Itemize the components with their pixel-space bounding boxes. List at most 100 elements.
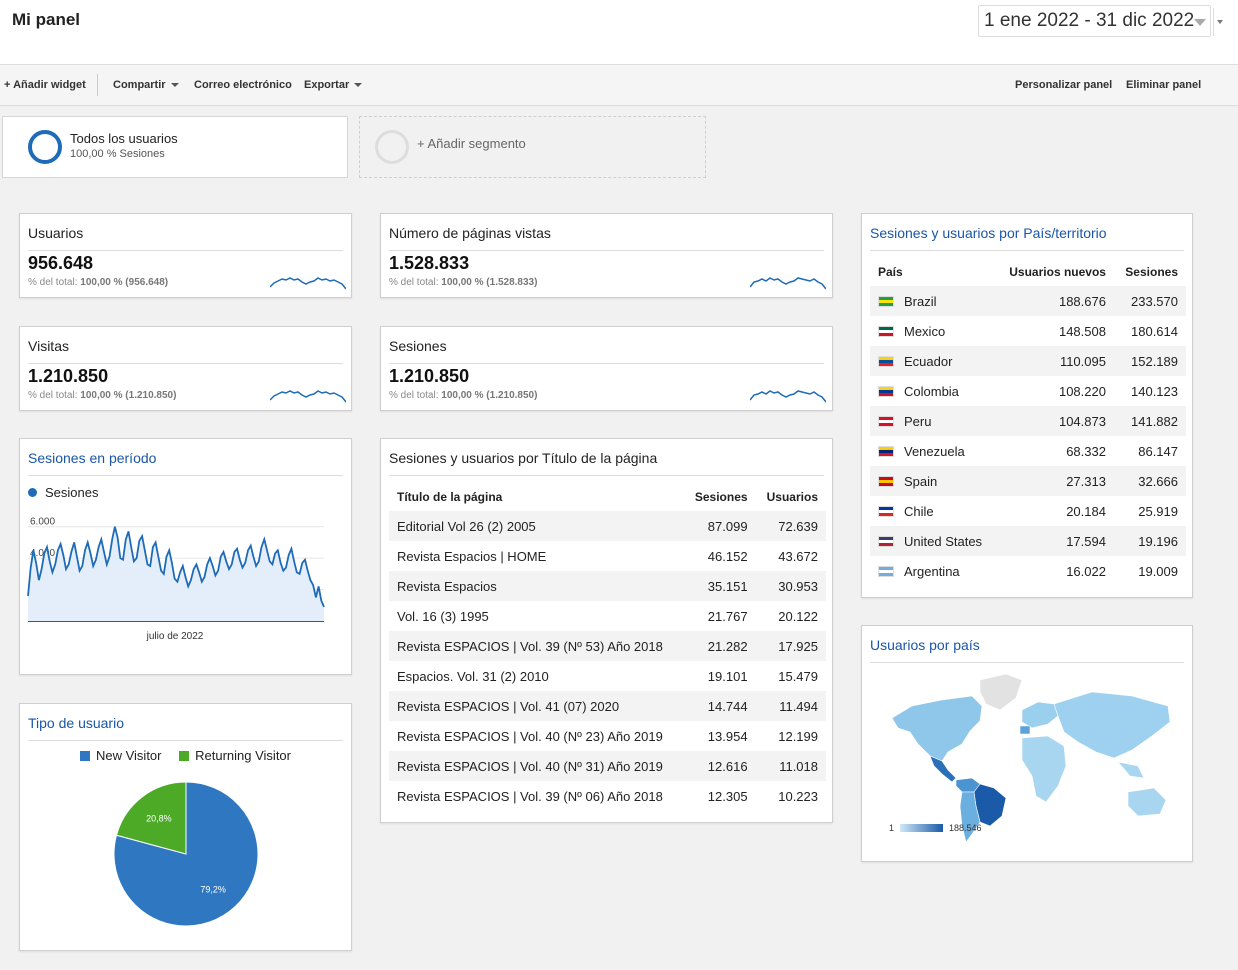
table-row[interactable]: Espacios. Vol. 31 (2) 2010 19.101 15.479 [389, 661, 826, 691]
metric-share-prefix: % del total: [389, 277, 442, 288]
widget-title[interactable]: Sesiones en período [28, 450, 157, 466]
page-title-cell[interactable]: Revista ESPACIOS | Vol. 39 (Nº 06) Año 2… [397, 788, 663, 804]
metric-card-sessions[interactable]: Sesiones 1.210.850 % del total: 100,00 %… [380, 326, 833, 411]
table-row[interactable]: Editorial Vol 26 (2) 2005 87.099 72.639 [389, 511, 826, 541]
page-title-cell[interactable]: Revista ESPACIOS | Vol. 40 (Nº 23) Año 2… [397, 728, 663, 744]
metric-label: Usuarios [28, 225, 84, 241]
metric-card-users[interactable]: Usuarios 956.648 % del total: 100,00 % (… [19, 213, 352, 298]
country-flag-icon [878, 535, 894, 547]
metric-share-value: 100,00 % (1.528.833) [441, 277, 538, 288]
divider [389, 363, 824, 364]
new-users-cell: 108.220 [1058, 383, 1106, 399]
sessions-cell: 86.147 [1138, 443, 1178, 459]
page-title-cell[interactable]: Revista Espacios | HOME [397, 548, 547, 564]
sessions-cell: 21.282 [683, 631, 756, 661]
country-cell[interactable]: Argentina [870, 556, 996, 586]
page-title-cell[interactable]: Revista ESPACIOS | Vol. 39 (Nº 53) Año 2… [389, 631, 684, 661]
country-name: Colombia [904, 383, 959, 399]
users-cell: 10.223 [778, 788, 818, 804]
table-row[interactable]: Revista ESPACIOS | Vol. 40 (Nº 31) Año 2… [389, 751, 826, 781]
user-type-pie-chart[interactable]: 79,2% 20,8% [20, 770, 351, 950]
page-title-cell[interactable]: Revista ESPACIOS | Vol. 41 (07) 2020 [389, 691, 684, 721]
new-users-cell: 27.313 [995, 466, 1114, 496]
map-region-north-america [891, 695, 983, 762]
sessions-cell: 12.305 [707, 788, 748, 804]
table-row[interactable]: Vol. 16 (3) 1995 21.767 20.122 [389, 601, 826, 631]
widget-title[interactable]: Usuarios por país [870, 637, 980, 653]
country-cell[interactable]: Brazil [870, 286, 996, 316]
delete-dashboard-button[interactable]: Eliminar panel [1126, 79, 1202, 91]
world-map[interactable] [882, 666, 1182, 846]
sessions-cell: 87.099 [683, 511, 756, 541]
legend-label-returning: Returning Visitor [195, 748, 291, 763]
table-row[interactable]: Peru 104.873 141.882 [870, 406, 1186, 436]
metric-share-value: 100,00 % (1.210.850) [441, 390, 538, 401]
sessions-cell: 19.101 [707, 668, 748, 684]
table-row[interactable]: Revista ESPACIOS | Vol. 39 (Nº 53) Año 2… [389, 631, 826, 661]
page-title-cell[interactable]: Revista ESPACIOS | Vol. 40 (Nº 31) Año 2… [389, 751, 684, 781]
country-name: Ecuador [904, 353, 953, 369]
export-menu-button[interactable]: Exportar [304, 79, 362, 91]
country-cell[interactable]: Colombia [870, 376, 996, 406]
metric-share-prefix: % del total: [28, 390, 81, 401]
table-row[interactable]: Argentina 16.022 19.009 [870, 556, 1186, 586]
metric-share: % del total: 100,00 % (1.210.850) [28, 390, 176, 401]
new-users-cell: 68.332 [1066, 443, 1106, 459]
country-cell[interactable]: Spain [870, 466, 996, 496]
page-title-cell[interactable]: Editorial Vol 26 (2) 2005 [389, 511, 684, 541]
widget-title[interactable]: Sesiones y usuarios por Título de la pág… [389, 450, 658, 466]
customize-dashboard-button[interactable]: Personalizar panel [1015, 79, 1113, 91]
metric-share-value: 100,00 % (956.648) [80, 277, 169, 288]
table-row[interactable]: Mexico 148.508 180.614 [870, 316, 1186, 346]
table-row[interactable]: Revista ESPACIOS | Vol. 39 (Nº 06) Año 2… [389, 781, 826, 811]
country-cell[interactable]: Peru [870, 406, 996, 436]
country-flag-icon [878, 385, 894, 397]
map-region-mexico [929, 755, 957, 783]
metric-share: % del total: 100,00 % (1.210.850) [389, 390, 537, 401]
column-header-new-users: Usuarios nuevos [1009, 265, 1106, 279]
table-row[interactable]: Brazil 188.676 233.570 [870, 286, 1186, 316]
metric-value: 1.210.850 [389, 366, 470, 386]
segment-all-users[interactable]: Todos los usuarios 100,00 % Sesiones [2, 116, 348, 178]
share-menu-button[interactable]: Compartir [113, 79, 179, 91]
country-cell[interactable]: Ecuador [870, 346, 996, 376]
country-name: Brazil [904, 293, 937, 309]
country-cell[interactable]: Venezuela [870, 436, 996, 466]
users-cell: 43.672 [778, 548, 818, 564]
date-range-picker[interactable]: 1 ene 2022 - 31 dic 2022 [978, 5, 1211, 37]
country-cell[interactable]: United States [870, 526, 996, 556]
date-range-toggle[interactable] [1213, 8, 1227, 36]
widget-title[interactable]: Tipo de usuario [28, 715, 124, 731]
sessions-period-widget: Sesiones en período Sesiones 2.0004.0006… [19, 438, 352, 675]
table-row[interactable]: Revista ESPACIOS | Vol. 41 (07) 2020 14.7… [389, 691, 826, 721]
table-row[interactable]: Spain 27.313 32.666 [870, 466, 1186, 496]
add-segment-button[interactable]: + Añadir segmento [359, 116, 706, 178]
metric-share: % del total: 100,00 % (1.528.833) [389, 277, 537, 288]
new-users-cell: 104.873 [995, 406, 1114, 436]
page-title-cell[interactable]: Espacios. Vol. 31 (2) 2010 [397, 668, 549, 684]
widget-title[interactable]: Sesiones y usuarios por País/territorio [870, 225, 1107, 241]
sessions-cell: 12.616 [683, 751, 756, 781]
table-row[interactable]: Revista ESPACIOS | Vol. 40 (Nº 23) Año 2… [389, 721, 826, 751]
top-bar: Mi panel 1 ene 2022 - 31 dic 2022 [0, 0, 1238, 64]
table-row[interactable]: Revista Espacios 35.151 30.953 [389, 571, 826, 601]
page-title-cell[interactable]: Vol. 16 (3) 1995 [397, 608, 489, 624]
divider [28, 250, 343, 251]
country-cell[interactable]: Chile [870, 496, 996, 526]
email-button[interactable]: Correo electrónico [194, 79, 292, 91]
add-widget-button[interactable]: + Añadir widget [4, 79, 86, 91]
table-row[interactable]: Venezuela 68.332 86.147 [870, 436, 1186, 466]
page-title-cell[interactable]: Revista Espacios [389, 571, 684, 601]
metric-card-pageviews[interactable]: Número de páginas vistas 1.528.833 % del… [380, 213, 833, 298]
table-row[interactable]: Chile 20.184 25.919 [870, 496, 1186, 526]
table-row[interactable]: Colombia 108.220 140.123 [870, 376, 1186, 406]
country-flag-icon [878, 565, 894, 577]
table-row[interactable]: United States 17.594 19.196 [870, 526, 1186, 556]
table-row[interactable]: Revista Espacios | HOME 46.152 43.672 [389, 541, 826, 571]
table-row[interactable]: Ecuador 110.095 152.189 [870, 346, 1186, 376]
country-cell[interactable]: Mexico [870, 316, 996, 346]
metric-card-visits[interactable]: Visitas 1.210.850 % del total: 100,00 % … [19, 326, 352, 411]
segment-ring-icon [28, 130, 62, 164]
y-tick-label: 6.000 [30, 517, 55, 528]
